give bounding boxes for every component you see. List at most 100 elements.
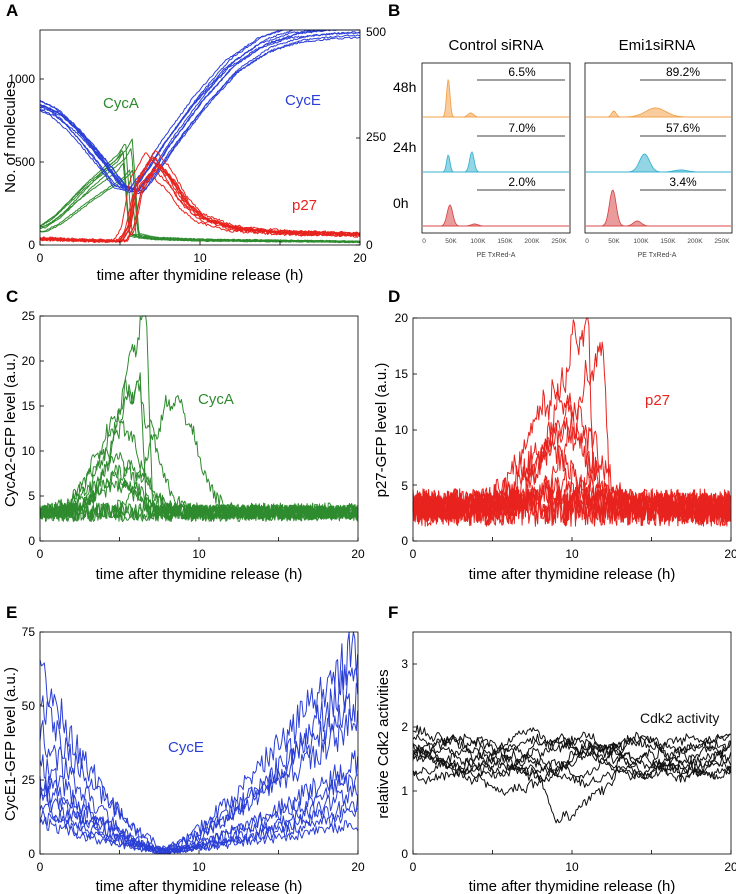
column-title-emi1: Emi1siRNA bbox=[619, 37, 696, 54]
trace bbox=[39, 816, 359, 855]
histograms bbox=[423, 79, 731, 227]
histogram-emi1-48h bbox=[586, 107, 731, 118]
y-tick-label: 20 bbox=[395, 311, 409, 325]
y-tick-label: 500 bbox=[15, 155, 35, 169]
x-tick-label: 50K bbox=[445, 238, 457, 245]
y-tick-label: 10 bbox=[22, 444, 36, 458]
panel-b: B Control siRNA Emi1siRNA 48h 24h 0h 6.5… bbox=[388, 1, 733, 259]
y2-tick-label: 0 bbox=[366, 238, 373, 252]
y-tick-label: 50 bbox=[22, 699, 36, 713]
y-tick-label: 10 bbox=[395, 423, 409, 437]
y-tick-label: 0 bbox=[28, 847, 35, 861]
row-label-0h: 0h bbox=[393, 195, 409, 211]
y-tick-label: 2 bbox=[401, 720, 408, 734]
trace bbox=[412, 733, 731, 780]
x-tick-label: 200K bbox=[524, 238, 540, 245]
series-label: CycE bbox=[168, 739, 204, 756]
trace bbox=[412, 724, 731, 778]
x-axis-label: PE TxRed-A bbox=[477, 252, 516, 259]
column-title-control: Control siRNA bbox=[448, 37, 543, 54]
x-tick-label: 50K bbox=[608, 238, 620, 245]
x-tick-label: 10 bbox=[565, 547, 579, 561]
traces bbox=[412, 663, 732, 855]
plot-frame bbox=[39, 631, 359, 855]
x-tick-label: 0 bbox=[410, 860, 417, 874]
trace-cyce bbox=[39, 29, 360, 192]
x-tick-label: 100K bbox=[470, 238, 486, 245]
x-tick-label: 0 bbox=[410, 547, 417, 561]
y-tick-label: 5 bbox=[401, 479, 408, 493]
trace bbox=[39, 502, 358, 522]
trace bbox=[39, 795, 359, 855]
trace bbox=[412, 733, 731, 784]
plot-frame bbox=[39, 29, 361, 246]
panel-d: D 0 10 20 0 5 10 15 20 time after thymid… bbox=[373, 287, 736, 583]
x-tick-label: 150K bbox=[660, 238, 676, 245]
x-tick-label: 10 bbox=[193, 251, 207, 265]
x-axis-label: time after thymidine release (h) bbox=[469, 878, 676, 894]
y-axis-label: No. of molecules bbox=[2, 81, 19, 193]
trace-cyce bbox=[40, 29, 360, 190]
panel-c: C 0 10 20 0 5 10 15 20 25 time after thy… bbox=[2, 287, 365, 583]
x-tick-labels: 0 50K 100K 150K 200K 250K 0 50K 100K 150… bbox=[422, 238, 730, 245]
y-tick-label: 1000 bbox=[8, 72, 35, 86]
x-tick-label: 0 bbox=[37, 251, 44, 265]
percentage: 3.4% bbox=[669, 175, 697, 189]
y-tick-labels: 0 1 2 3 bbox=[401, 657, 408, 861]
series-label: CycA bbox=[198, 391, 234, 408]
panel-f: F 0 10 20 0 1 2 3 time after thymidine r… bbox=[375, 603, 736, 894]
y-tick-label: 75 bbox=[22, 625, 36, 639]
y-tick-label: 15 bbox=[22, 399, 36, 413]
y-tick-labels: 0 5 10 15 20 bbox=[395, 311, 409, 548]
percentage: 57.6% bbox=[666, 121, 700, 135]
x-tick-label: 0 bbox=[37, 547, 44, 561]
series-label: Cdk2 activity bbox=[640, 710, 719, 726]
series-label: p27 bbox=[645, 392, 670, 409]
trace bbox=[39, 682, 359, 855]
plot-frame bbox=[39, 315, 359, 542]
cyca-label: CycA bbox=[103, 95, 139, 112]
x-tick-label: 10 bbox=[192, 860, 206, 874]
y-tick-label: 20 bbox=[22, 354, 36, 368]
trace-cyce bbox=[39, 29, 360, 190]
trace bbox=[412, 488, 731, 527]
y-tick-label: 0 bbox=[401, 534, 408, 548]
percentage: 2.0% bbox=[508, 175, 536, 189]
y-tick-label: 3 bbox=[401, 657, 408, 671]
histogram-control-0h bbox=[423, 204, 569, 227]
y-tick-label: 25 bbox=[22, 309, 36, 323]
x-tick-label: 10 bbox=[192, 547, 206, 561]
x-tick-label: 200K bbox=[687, 238, 703, 245]
trace bbox=[412, 727, 731, 781]
y-tick-label: 15 bbox=[395, 367, 409, 381]
y-tick-label: 5 bbox=[28, 489, 35, 503]
trace-cyca bbox=[39, 148, 361, 243]
trace-cyce bbox=[39, 29, 360, 191]
y-tick-labels: 0 500 1000 bbox=[8, 72, 35, 252]
plot-frame bbox=[412, 317, 732, 542]
y-tick-labels: 0 5 10 15 20 25 bbox=[22, 309, 36, 548]
x-tick-label: 0 bbox=[422, 238, 426, 245]
trace-p27 bbox=[39, 173, 361, 244]
traces bbox=[412, 317, 732, 542]
y-tick-label: 0 bbox=[28, 534, 35, 548]
x-axis-label: time after thymidine release (h) bbox=[96, 878, 303, 894]
trace bbox=[412, 741, 732, 779]
x-axis-label: time after thymidine release (h) bbox=[96, 566, 303, 583]
x-tick-label: 150K bbox=[497, 238, 513, 245]
percentage: 89.2% bbox=[666, 65, 700, 79]
y2-tick-label: 250 bbox=[366, 130, 386, 144]
y-tick-label: 1 bbox=[401, 784, 408, 798]
panel-letter: C bbox=[6, 287, 18, 306]
y2-tick-labels: 0 250 500 bbox=[366, 25, 386, 252]
trace bbox=[39, 631, 359, 854]
y2-tick-label: 500 bbox=[366, 25, 386, 39]
x-tick-labels: 0 10 20 bbox=[37, 547, 365, 561]
percentage: 6.5% bbox=[508, 65, 536, 79]
cyce-label: CycE bbox=[285, 92, 321, 109]
row-label-24h: 24h bbox=[393, 139, 416, 155]
trace-cyce bbox=[39, 29, 360, 192]
trace bbox=[39, 750, 359, 855]
histogram-control-48h bbox=[423, 79, 569, 118]
x-tick-label: 20 bbox=[351, 547, 365, 561]
